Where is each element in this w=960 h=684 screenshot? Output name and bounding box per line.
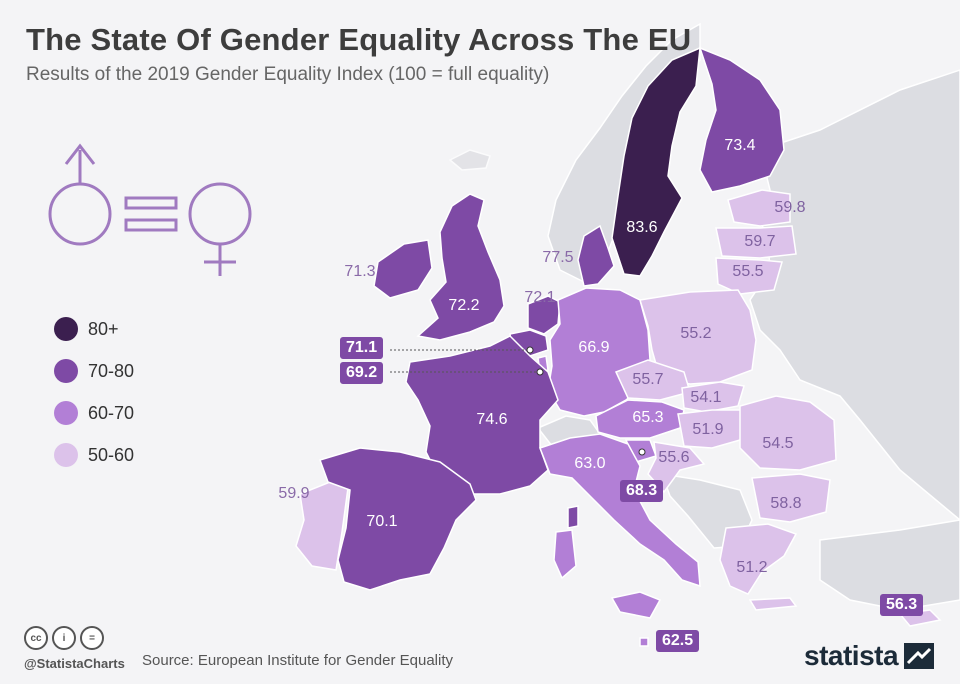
legend-swatch — [54, 443, 78, 467]
legend-item-70-80: 70-80 — [54, 350, 134, 392]
legend: 80+ 70-80 60-70 50-60 — [54, 308, 134, 476]
denmark-shape — [577, 224, 615, 287]
label-germany: 66.9 — [578, 339, 609, 356]
crete-shape — [748, 597, 798, 611]
uk-shape — [416, 193, 505, 341]
legend-label: 70-80 — [88, 360, 135, 381]
greece-shape — [719, 523, 798, 595]
source-note: Source: European Institute for Gender Eq… — [142, 652, 454, 669]
belgium-dot — [526, 346, 534, 354]
label-finland: 73.4 — [724, 137, 755, 154]
label-portugal: 59.9 — [278, 485, 309, 502]
poland-shape — [639, 289, 757, 385]
callout-slovenia: 68.3 — [620, 480, 664, 502]
label-poland: 55.2 — [680, 325, 711, 342]
label-greece: 51.2 — [736, 559, 767, 576]
attribution-icon: i — [52, 626, 76, 650]
callout-cyprus: 56.3 — [880, 594, 924, 616]
iceland — [448, 149, 491, 171]
label-italy: 63.0 — [574, 455, 605, 472]
corsica-shape — [567, 505, 579, 529]
callout-luxembourg: 69.2 — [340, 362, 384, 384]
equals-top — [124, 196, 178, 210]
label-france: 74.6 — [476, 411, 507, 428]
legend-swatch — [54, 359, 78, 383]
spain-shape — [319, 447, 477, 591]
leader-lines — [390, 349, 540, 373]
legend-item-50-60: 50-60 — [54, 434, 134, 476]
label-netherlands: 72.1 — [524, 289, 555, 306]
sicily-shape — [610, 591, 662, 619]
sardinia-shape — [553, 529, 577, 580]
luxembourg-dot — [536, 368, 544, 376]
bulgaria-shape — [751, 473, 831, 523]
eu-countries — [295, 46, 942, 647]
label-denmark: 77.5 — [542, 249, 573, 266]
sweden-shape — [611, 46, 701, 277]
value-labels: 83.6 73.4 59.8 59.7 55.5 77.5 71.3 72.2 … — [278, 137, 805, 576]
creative-commons-icon: cc — [24, 626, 48, 650]
legend-swatch — [54, 401, 78, 425]
netherlands-shape — [527, 295, 561, 335]
label-uk: 72.2 — [448, 297, 479, 314]
legend-item-80-plus: 80+ — [54, 308, 134, 350]
legend-label: 80+ — [88, 318, 119, 339]
romania-shape — [739, 395, 837, 471]
lithuania-shape — [715, 257, 783, 295]
license-icons: cc i = — [24, 626, 104, 650]
statista-brand: statista — [804, 640, 935, 672]
finland-shape — [698, 46, 785, 193]
label-hungary: 51.9 — [692, 421, 723, 438]
equals-bottom — [124, 218, 178, 232]
legend-label: 50-60 — [88, 444, 135, 465]
legend-item-60-70: 60-70 — [54, 392, 134, 434]
croatia-shape — [647, 441, 706, 494]
label-slovakia: 54.1 — [690, 389, 721, 406]
female-symbol-cross — [204, 244, 236, 276]
statista-wordmark: statista — [804, 640, 899, 671]
latvia-shape — [715, 225, 797, 259]
male-equals-female-icon — [48, 143, 252, 276]
label-spain: 70.1 — [366, 513, 397, 530]
estonia-shape — [727, 189, 791, 227]
malta-shape — [639, 637, 649, 647]
slovenia-dot — [638, 448, 646, 456]
statista-logo-icon — [904, 643, 935, 669]
label-romania: 54.5 — [762, 435, 793, 452]
female-symbol-circle — [188, 182, 252, 246]
label-latvia: 59.7 — [744, 233, 775, 250]
male-symbol-arrow — [64, 143, 96, 184]
label-bulgaria: 58.8 — [770, 495, 801, 512]
label-sweden: 83.6 — [626, 219, 657, 236]
label-czechia: 55.7 — [632, 371, 663, 388]
callout-belgium: 71.1 — [340, 337, 384, 359]
slovakia-shape — [681, 381, 745, 413]
callout-malta: 62.5 — [656, 630, 700, 652]
chart-subtitle: Results of the 2019 Gender Equality Inde… — [26, 64, 550, 85]
legend-label: 60-70 — [88, 402, 135, 423]
ireland-shape — [373, 239, 433, 299]
label-croatia: 55.6 — [658, 449, 689, 466]
statista-handle: @StatistaCharts — [24, 656, 125, 671]
italy-shape — [539, 433, 701, 588]
location-dots — [526, 346, 646, 456]
label-austria: 65.3 — [632, 409, 663, 426]
chart-title: The State Of Gender Equality Across The … — [26, 22, 692, 57]
legend-swatch — [54, 317, 78, 341]
label-ireland: 71.3 — [344, 263, 375, 280]
no-derivatives-icon: = — [80, 626, 104, 650]
statista-logo-mark — [906, 647, 932, 665]
label-lithuania: 55.5 — [732, 263, 763, 280]
label-estonia: 59.8 — [774, 199, 805, 216]
male-symbol-circle — [48, 182, 112, 246]
turkey — [819, 519, 960, 611]
